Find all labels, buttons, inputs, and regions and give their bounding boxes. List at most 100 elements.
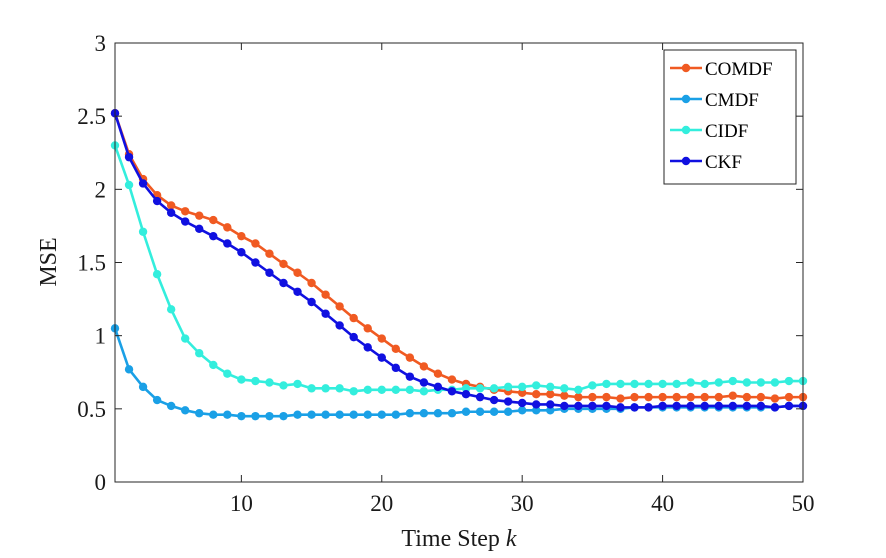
data-point-cmdf: [377, 410, 386, 419]
data-point-ckf: [728, 401, 737, 411]
data-point-comdf: [237, 231, 246, 241]
data-point-comdf: [335, 302, 344, 311]
data-point-ckf: [517, 398, 527, 408]
tick-labels: 10 20 30 40 50 0 0.5 1 1.5 2 2.5 3: [77, 31, 814, 516]
data-point-cmdf: [447, 409, 457, 418]
y-tick-label: 1.5: [77, 251, 106, 276]
data-point-cidf: [784, 376, 794, 386]
data-point-cmdf: [195, 409, 204, 418]
axes: [114, 42, 804, 483]
legend-label: CKF: [705, 152, 742, 173]
x-tick-label: 40: [651, 491, 674, 516]
data-point-cidf: [630, 379, 639, 389]
x-tick-label: 20: [370, 491, 393, 516]
data-point-ckf: [377, 353, 386, 362]
data-point-comdf: [419, 362, 429, 371]
data-point-cidf: [223, 369, 232, 378]
data-point-cidf: [279, 381, 288, 390]
data-point-comdf: [447, 375, 457, 384]
data-point-cmdf: [321, 410, 330, 419]
data-point-comdf: [770, 394, 780, 403]
data-point-cmdf: [433, 409, 443, 418]
data-point-comdf: [686, 392, 695, 402]
data-point-cmdf: [391, 410, 401, 419]
legend-entry-cidf: CIDF: [670, 121, 748, 142]
y-tick-label: 3: [95, 31, 107, 56]
plot-content: [110, 109, 808, 421]
data-point-cidf: [377, 385, 386, 395]
data-point-ckf: [672, 401, 681, 411]
data-point-comdf: [377, 334, 386, 343]
data-point-cidf: [602, 379, 611, 389]
series-comdf: [110, 109, 808, 403]
x-tick-label: 50: [792, 491, 815, 516]
data-point-comdf: [700, 392, 709, 402]
data-point-ckf: [321, 309, 330, 318]
data-point-ckf: [686, 401, 695, 411]
data-point-comdf: [728, 391, 737, 400]
legend-entry-ckf: CKF: [670, 152, 742, 173]
data-point-cidf: [391, 385, 401, 395]
legend-swatch-marker: [681, 63, 691, 73]
data-point-cmdf: [532, 406, 541, 415]
data-point-ckf: [770, 403, 780, 412]
data-point-cmdf: [405, 409, 415, 418]
legend-label: COMDF: [705, 59, 773, 80]
data-point-cidf: [475, 384, 485, 393]
y-tick-label: 2.5: [77, 104, 106, 129]
data-point-cmdf: [461, 407, 471, 416]
data-point-ckf: [588, 401, 597, 411]
data-point-cidf: [321, 384, 330, 393]
data-point-ckf: [419, 378, 429, 387]
data-point-cidf: [166, 305, 176, 314]
data-point-cidf: [742, 378, 752, 387]
data-point-ckf: [152, 196, 162, 206]
data-point-comdf: [166, 201, 176, 210]
data-point-ckf: [489, 395, 499, 405]
data-point-cidf: [517, 382, 527, 392]
data-point-cidf: [644, 379, 653, 389]
data-point-comdf: [433, 369, 443, 378]
data-point-ckf: [335, 321, 344, 330]
data-point-ckf: [756, 401, 766, 411]
data-point-cidf: [658, 379, 667, 389]
data-point-cidf: [560, 384, 569, 393]
data-point-comdf: [321, 290, 330, 299]
data-point-cidf: [461, 384, 471, 393]
data-point-ckf: [644, 403, 653, 412]
data-point-comdf: [560, 391, 569, 400]
data-point-comdf: [391, 344, 401, 354]
data-point-cmdf: [307, 410, 316, 419]
data-point-ckf: [265, 268, 274, 277]
legend-entry-comdf: COMDF: [670, 59, 773, 80]
data-point-ckf: [279, 278, 288, 288]
data-point-cmdf: [181, 406, 190, 415]
data-point-cidf: [419, 387, 429, 396]
data-point-ckf: [714, 401, 723, 411]
data-point-comdf: [588, 392, 597, 402]
data-point-ckf: [546, 400, 555, 409]
y-tick-label: 2: [95, 177, 107, 202]
data-point-cmdf: [265, 411, 274, 421]
data-point-comdf: [307, 278, 316, 288]
data-point-ckf: [503, 397, 513, 406]
data-point-comdf: [279, 259, 288, 269]
data-point-comdf: [265, 249, 274, 258]
data-point-ckf: [658, 401, 667, 411]
data-point-ckf: [602, 401, 611, 411]
data-point-comdf: [658, 392, 667, 402]
data-point-ckf: [391, 363, 401, 373]
data-point-cidf: [532, 381, 541, 390]
x-axis-label: Time Step k: [401, 526, 516, 552]
data-point-comdf: [574, 392, 583, 402]
data-point-cmdf: [293, 410, 302, 419]
y-tick-label: 0: [95, 470, 107, 495]
legend-swatch-marker: [681, 125, 691, 135]
legend-swatch-marker: [681, 156, 691, 166]
data-point-comdf: [602, 392, 611, 402]
data-point-cidf: [209, 360, 218, 370]
data-point-ckf: [784, 401, 794, 411]
data-point-ckf: [251, 258, 260, 267]
data-point-cmdf: [419, 409, 429, 418]
data-point-cmdf: [223, 410, 232, 419]
